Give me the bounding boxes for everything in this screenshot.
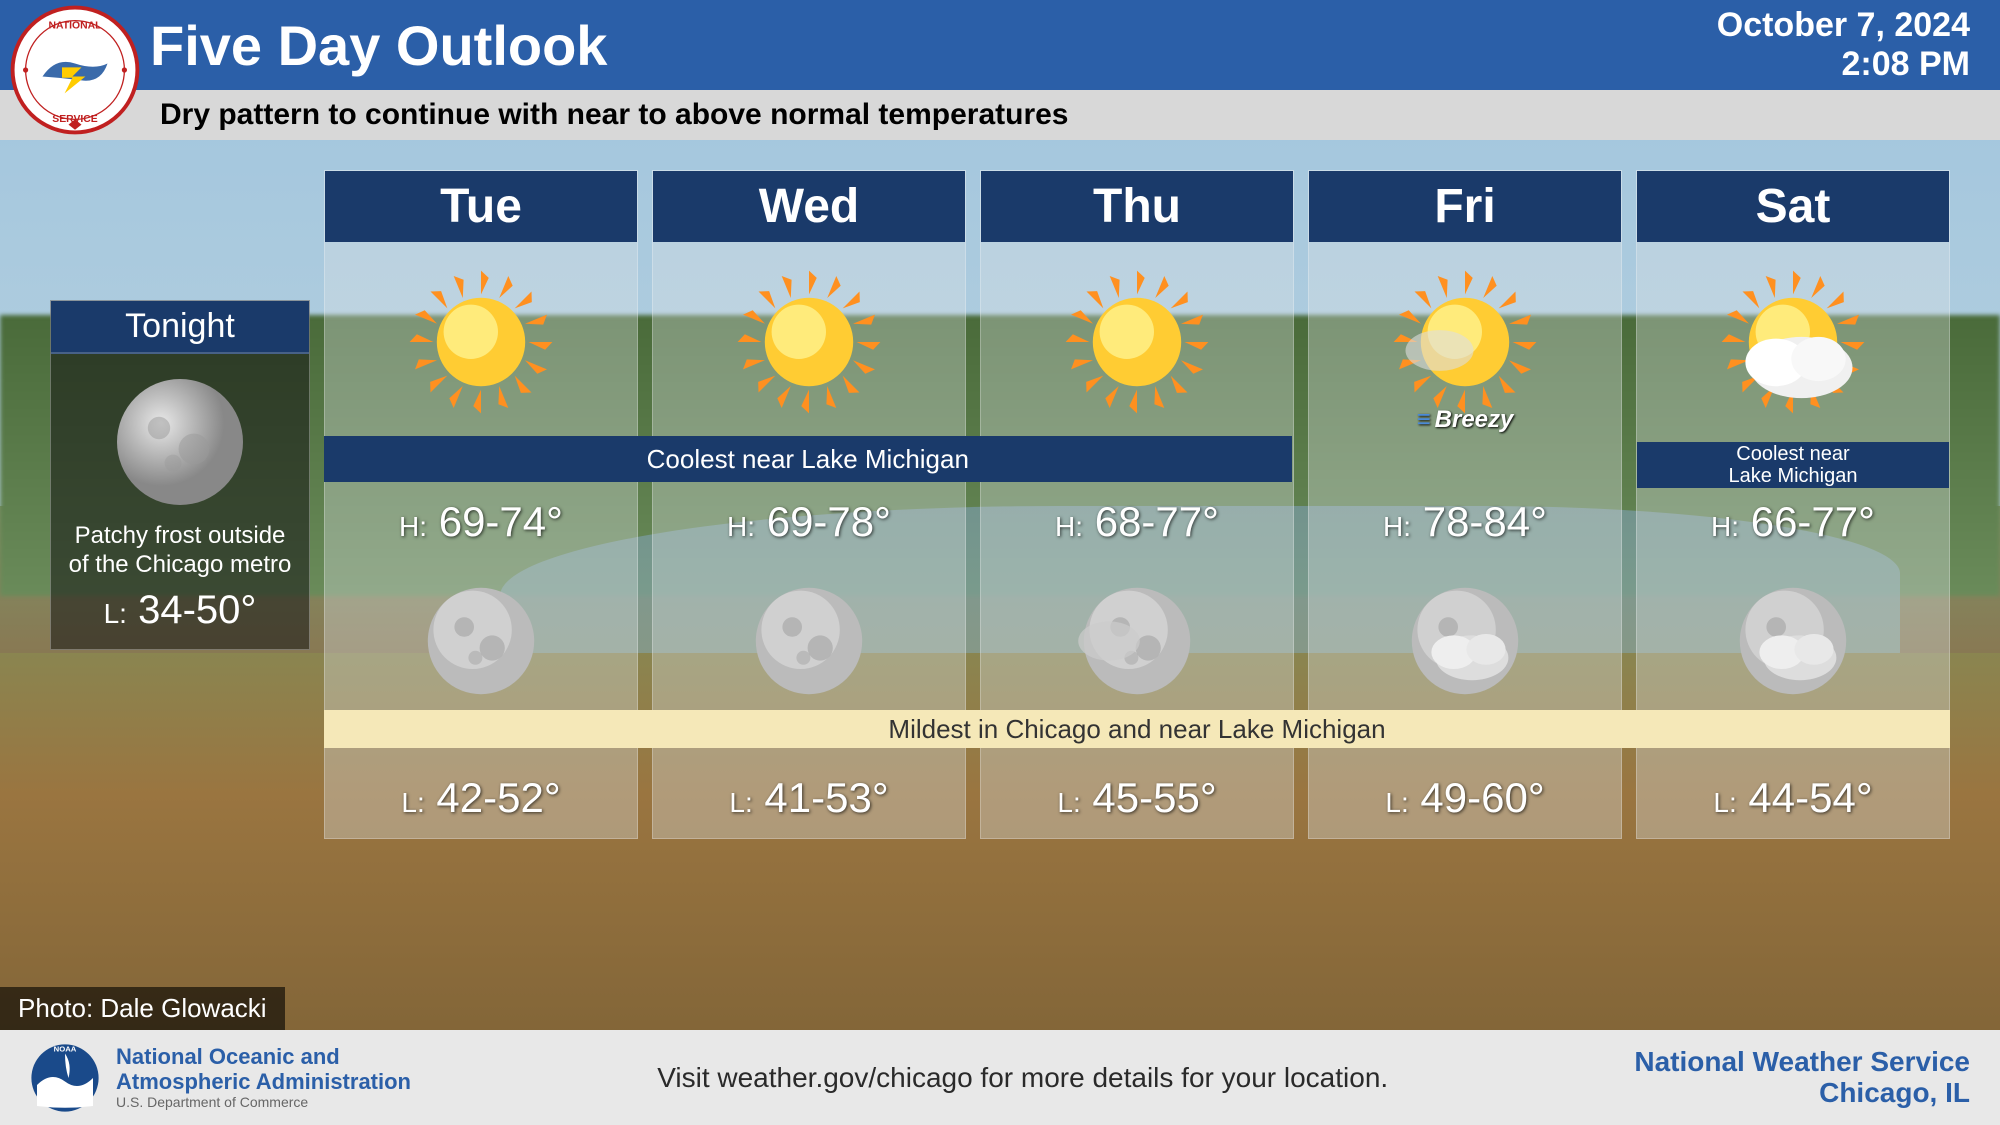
low-temp: L: 44-54° xyxy=(1637,764,1949,838)
high-temp: H: 69-74° xyxy=(325,488,637,556)
sun-cloud-icon xyxy=(1637,242,1949,442)
moon-icon xyxy=(110,372,250,512)
day-name: Sat xyxy=(1637,171,1949,242)
breezy-tag: Breezy xyxy=(1309,406,1621,434)
header-bar: Five Day Outlook October 7, 2024 2:08 PM xyxy=(0,0,2000,90)
high-temp: H: 78-84° xyxy=(1309,488,1621,556)
moon-haze-icon xyxy=(981,556,1293,726)
page-title: Five Day Outlook xyxy=(150,13,607,78)
footer-bar: NOAA National Oceanic and Atmospheric Ad… xyxy=(0,1030,2000,1125)
high-temp: H: 68-77° xyxy=(981,488,1293,556)
high-temp: H: 69-78° xyxy=(653,488,965,556)
nws-logo: NATIONAL SERVICE xyxy=(10,5,140,135)
tonight-label: Tonight xyxy=(51,301,309,354)
moon-icon xyxy=(653,556,965,726)
high-temp: H: 66-77° xyxy=(1637,488,1949,556)
day-name: Thu xyxy=(981,171,1293,242)
date-text: October 7, 2024 xyxy=(1717,6,1970,45)
tonight-low: L: 34-50° xyxy=(51,588,309,633)
low-temp: L: 45-55° xyxy=(981,764,1293,838)
subtitle-text: Dry pattern to continue with near to abo… xyxy=(160,98,1069,132)
tonight-note: Patchy frost outside of the Chicago metr… xyxy=(51,522,309,580)
noaa-logo: NOAA xyxy=(30,1043,100,1113)
moon-cloud-icon xyxy=(1309,556,1621,726)
svg-text:NATIONAL: NATIONAL xyxy=(49,20,103,31)
forecast-area: Tonight Patchy frost outside of the Chic… xyxy=(0,140,2000,849)
mild-note-band: Mildest in Chicago and near Lake Michiga… xyxy=(324,710,1950,748)
day-name: Wed xyxy=(653,171,965,242)
col-note: Coolest near Lake Michigan xyxy=(1637,442,1949,488)
low-temp: L: 42-52° xyxy=(325,764,637,838)
tonight-card: Tonight Patchy frost outside of the Chic… xyxy=(50,300,310,650)
noaa-text: National Oceanic and Atmospheric Adminis… xyxy=(116,1045,411,1109)
sun-icon xyxy=(653,242,965,442)
time-text: 2:08 PM xyxy=(1717,45,1970,84)
day-columns: Coolest near Lake Michigan Mildest in Ch… xyxy=(324,170,1950,839)
sun-icon xyxy=(325,242,637,442)
timestamp-block: October 7, 2024 2:08 PM xyxy=(1717,6,1970,84)
footer-right-text: National Weather Service Chicago, IL xyxy=(1634,1047,1970,1109)
low-temp: L: 41-53° xyxy=(653,764,965,838)
moon-icon xyxy=(325,556,637,726)
moon-cloud-icon xyxy=(1637,556,1949,726)
sun-icon xyxy=(981,242,1293,442)
photo-credit: Photo: Dale Glowacki xyxy=(0,987,285,1030)
day-name: Fri xyxy=(1309,171,1621,242)
low-temp: L: 49-60° xyxy=(1309,764,1621,838)
day-name: Tue xyxy=(325,171,637,242)
cool-note-band: Coolest near Lake Michigan xyxy=(324,436,1292,482)
svg-text:NOAA: NOAA xyxy=(54,1044,77,1053)
sun-haze-icon: Breezy xyxy=(1309,242,1621,442)
footer-center-text: Visit weather.gov/chicago for more detai… xyxy=(411,1062,1634,1094)
subtitle-bar: Dry pattern to continue with near to abo… xyxy=(0,90,2000,140)
